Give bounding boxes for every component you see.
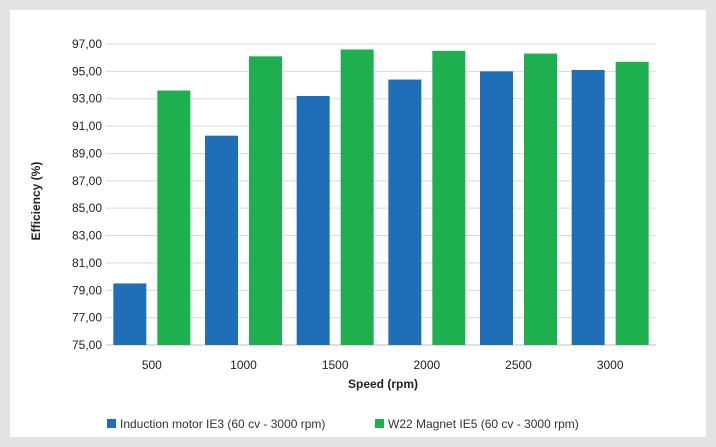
bar-induction-ie3 xyxy=(388,79,422,345)
y-tick-label: 95,00 xyxy=(72,64,102,78)
y-tick-label: 77,00 xyxy=(72,311,102,325)
y-axis-title: Efficiency (%) xyxy=(29,162,43,241)
x-tick-label: 1000 xyxy=(230,358,257,372)
y-tick-label: 81,00 xyxy=(72,256,102,270)
bars xyxy=(113,49,649,346)
bar-induction-ie3 xyxy=(571,69,605,345)
legend-swatch xyxy=(375,419,384,428)
y-tick-label: 79,00 xyxy=(72,283,102,297)
y-tick-label: 83,00 xyxy=(72,229,102,243)
legend: Induction motor IE3 (60 cv - 3000 rpm) W2… xyxy=(107,417,579,431)
bar-w22-magnet-ie5 xyxy=(432,50,466,345)
legend-swatch xyxy=(107,419,116,428)
bar-w22-magnet-ie5 xyxy=(340,49,374,346)
x-tick-label: 3000 xyxy=(597,358,624,372)
x-tick-label: 2000 xyxy=(413,358,440,372)
bar-w22-magnet-ie5 xyxy=(615,61,649,345)
efficiency-bar-chart: 75,00 77,00 79,00 81,00 83,00 85,00 87,00 89,00… xyxy=(29,37,656,431)
x-tick-label: 2500 xyxy=(505,358,532,372)
gridlines xyxy=(106,43,656,346)
y-tick-label: 87,00 xyxy=(72,174,102,188)
bar-w22-magnet-ie5 xyxy=(157,90,191,345)
legend-label: Induction motor IE3 (60 cv - 3000 rpm) xyxy=(120,417,325,431)
bar-induction-ie3 xyxy=(205,135,238,345)
x-axis-title: Speed (rpm) xyxy=(348,377,418,391)
y-tick-label: 85,00 xyxy=(72,201,102,215)
bar-induction-ie3 xyxy=(296,95,330,345)
bar-w22-magnet-ie5 xyxy=(249,56,282,346)
y-tick-label: 91,00 xyxy=(72,119,102,133)
x-tick-label: 500 xyxy=(142,358,162,372)
chart-panel: 75,00 77,00 79,00 81,00 83,00 85,00 87,00 89,00… xyxy=(10,10,706,437)
y-tick-label: 97,00 xyxy=(72,37,102,51)
y-axis-ticks: 75,00 77,00 79,00 81,00 83,00 85,00 87,00 89,00… xyxy=(72,37,102,352)
y-tick-label: 75,00 xyxy=(72,338,102,352)
x-axis-ticks: 500 1000 1500 2000 2500 3000 xyxy=(142,358,624,372)
y-tick-label: 93,00 xyxy=(72,92,102,106)
legend-label: W22 Magnet IE5 (60 cv - 3000 rpm) xyxy=(388,417,579,431)
bar-induction-ie3 xyxy=(113,283,147,345)
bar-w22-magnet-ie5 xyxy=(524,53,557,346)
x-tick-label: 1500 xyxy=(322,358,349,372)
y-tick-label: 89,00 xyxy=(72,146,102,160)
bar-induction-ie3 xyxy=(480,71,513,345)
